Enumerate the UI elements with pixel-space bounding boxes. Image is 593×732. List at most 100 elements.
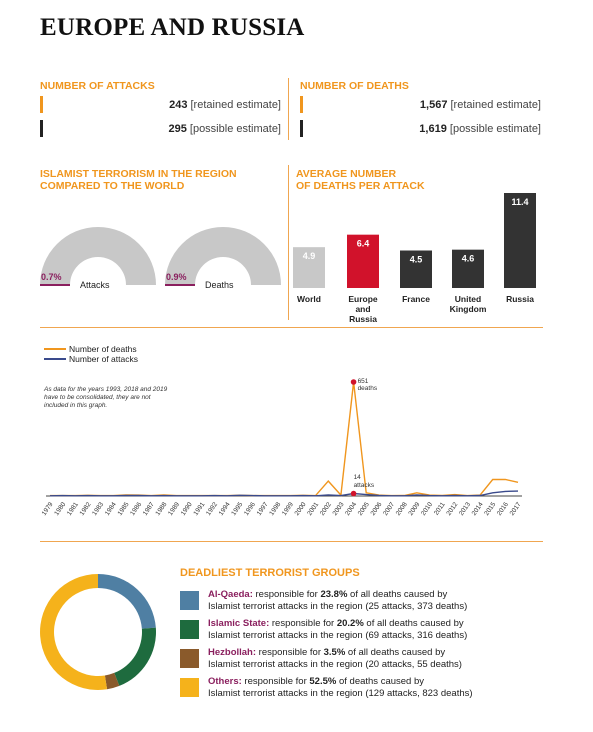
- attacks-pct: 0.7%: [41, 272, 62, 282]
- attacks-line: [49, 490, 519, 497]
- x-tick-label: 1984: [104, 501, 118, 517]
- gauges-svg: [40, 227, 281, 286]
- x-tick-label: 2015: [483, 501, 497, 517]
- x-tick-label: 1979: [41, 501, 55, 517]
- avg-heading: AVERAGE NUMBER OF DEATHS PER ATTACK: [296, 168, 425, 192]
- x-tick-label: 2013: [458, 501, 472, 517]
- bar-value-label: 4.9: [303, 251, 316, 261]
- x-tick-label: 1990: [180, 501, 194, 517]
- divider: [288, 78, 289, 140]
- peak-deaths-marker: [350, 379, 357, 385]
- bar-4: [504, 193, 536, 288]
- peak-deaths-label: 651: [358, 378, 369, 385]
- deaths-retained: 1,567 [retained estimate]: [419, 99, 541, 111]
- group-swatch: [180, 591, 199, 610]
- x-tick-label: 1983: [91, 501, 105, 517]
- bar-category-label: France: [402, 294, 430, 304]
- legend-deaths-swatch: [44, 348, 66, 350]
- deaths-heading: NUMBER OF DEATHS: [300, 80, 409, 92]
- divider: [40, 541, 543, 542]
- chart-note: As data for the years 1993, 2018 and 201…: [44, 386, 168, 409]
- bar-category-label: Russia: [506, 294, 534, 304]
- x-tick-label: 1988: [154, 501, 168, 517]
- group-swatch: [180, 620, 199, 639]
- x-tick-label: 2009: [407, 501, 421, 517]
- x-tick-label: 2010: [420, 501, 434, 517]
- x-tick-label: 1985: [116, 501, 130, 517]
- x-tick-label: 1982: [79, 501, 93, 517]
- bar-value-label: 4.6: [462, 254, 475, 264]
- avg-bar-chart: 4.9 6.4 4.5 4.6 11.4: [293, 193, 536, 288]
- group-swatch: [180, 678, 199, 697]
- x-tick-label: 2007: [382, 501, 396, 517]
- bar-3: [452, 249, 484, 288]
- x-tick-label: 2006: [369, 501, 383, 517]
- group-description: Hezbollah: responsible for 3.5% of all d…: [208, 647, 462, 670]
- x-tick-label: 2005: [357, 501, 371, 517]
- deaths-gauge: [165, 227, 281, 285]
- group-item: Others: responsible for 52.5% of deaths …: [180, 676, 473, 699]
- x-tick-label: 2004: [344, 501, 358, 517]
- deaths-pct: 0.9%: [166, 272, 187, 282]
- group-description: Al-Qaeda: responsible for 23.8% of all d…: [208, 589, 468, 612]
- line-legend: Number of deaths Number of attacks: [44, 344, 138, 364]
- x-tick-label: 1987: [142, 501, 156, 517]
- x-tick-label: 2001: [306, 501, 320, 517]
- bar-value-label: 4.5: [410, 255, 423, 265]
- peak-attacks-label: 14: [354, 474, 362, 481]
- x-tick-label: 1999: [281, 501, 295, 517]
- x-tick-label: 1980: [53, 501, 67, 517]
- x-tick-label: 1986: [129, 501, 143, 517]
- donut-slice-1: [114, 627, 157, 686]
- x-tick-label: 2016: [496, 501, 510, 517]
- x-tick-label: 2003: [332, 501, 346, 517]
- bar-0: [293, 247, 325, 288]
- x-tick-label: 1994: [218, 501, 232, 517]
- groups-heading: DEADLIEST TERRORIST GROUPS: [180, 567, 360, 579]
- attacks-possible-marker: [40, 120, 43, 137]
- donut-slice-3: [40, 574, 108, 690]
- attacks-gauge-label: Attacks: [80, 280, 110, 290]
- divider: [40, 327, 543, 328]
- divider: [288, 165, 289, 320]
- x-tick-label: 2011: [433, 501, 447, 517]
- bar-value-label: 6.4: [357, 239, 370, 249]
- bar-2: [400, 250, 432, 288]
- bar-category-label: United Kingdom: [449, 294, 487, 314]
- peak-deaths-label: deaths: [358, 385, 378, 392]
- x-tick-label: 1995: [230, 501, 244, 517]
- group-item: Hezbollah: responsible for 3.5% of all d…: [180, 647, 462, 670]
- x-tick-label: 1996: [243, 501, 257, 517]
- x-tick-label: 2014: [471, 501, 485, 517]
- x-tick-label: 2002: [319, 501, 333, 517]
- deaths-possible-marker: [300, 120, 303, 137]
- deaths-gauge-label: Deaths: [205, 280, 234, 290]
- avg-bar-categories: World Europe and Russia France United Kingdom R…: [285, 294, 550, 324]
- bar-value-label: 11.4: [511, 197, 528, 207]
- x-tick-label: 1997: [256, 501, 270, 517]
- x-tick-label: 1992: [205, 501, 219, 517]
- line-chart: 651deaths14attacks1979198019811982198319…: [41, 378, 523, 517]
- group-item: Islamic State: responsible for 20.2% of …: [180, 618, 467, 641]
- comparison-heading: ISLAMIST TERRORISM IN THE REGION COMPARE…: [40, 168, 237, 192]
- group-description: Others: responsible for 52.5% of deaths …: [208, 676, 473, 699]
- page-title: EUROPE AND RUSSIA: [40, 14, 305, 41]
- legend-deaths-label: Number of deaths: [69, 344, 137, 354]
- x-tick-label: 1998: [268, 501, 282, 517]
- x-tick-label: 1989: [167, 501, 181, 517]
- bar-category-label: Europe and Russia: [348, 294, 378, 324]
- deaths-possible: 1,619 [possible estimate]: [419, 123, 541, 135]
- donut-slice-0: [98, 574, 156, 629]
- bar-category-label: World: [297, 294, 321, 304]
- attacks-gauge: [40, 227, 156, 285]
- peak-attacks-label: attacks: [354, 482, 375, 489]
- attacks-retained-marker: [40, 96, 43, 113]
- group-item: Al-Qaeda: responsible for 23.8% of all d…: [180, 589, 467, 612]
- donut-slice-2: [104, 672, 120, 690]
- group-description: Islamic State: responsible for 20.2% of …: [208, 618, 468, 641]
- bar-1: [347, 234, 379, 288]
- peak-attacks-marker: [350, 490, 357, 497]
- x-tick-label: 2008: [395, 501, 409, 517]
- x-tick-label: 2000: [294, 501, 308, 517]
- x-tick-label: 2017: [509, 501, 523, 517]
